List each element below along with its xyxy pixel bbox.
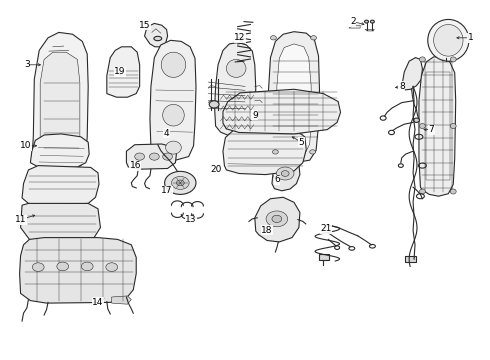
Polygon shape xyxy=(402,58,422,90)
Text: 9: 9 xyxy=(252,111,258,120)
Ellipse shape xyxy=(135,153,145,160)
Polygon shape xyxy=(419,57,456,196)
Ellipse shape xyxy=(419,57,425,62)
Text: 3: 3 xyxy=(24,60,30,69)
Ellipse shape xyxy=(154,36,162,41)
Text: 12: 12 xyxy=(234,33,246,42)
Ellipse shape xyxy=(450,123,456,129)
Ellipse shape xyxy=(226,59,246,77)
Ellipse shape xyxy=(434,24,463,56)
Polygon shape xyxy=(223,126,306,175)
Ellipse shape xyxy=(163,153,172,160)
Ellipse shape xyxy=(365,20,368,23)
Ellipse shape xyxy=(270,36,276,40)
Ellipse shape xyxy=(166,141,181,154)
Text: 4: 4 xyxy=(164,129,170,138)
Polygon shape xyxy=(215,42,256,136)
Ellipse shape xyxy=(161,52,186,77)
Ellipse shape xyxy=(311,36,317,40)
Ellipse shape xyxy=(450,57,456,62)
Ellipse shape xyxy=(276,167,294,180)
Polygon shape xyxy=(223,89,341,134)
Polygon shape xyxy=(49,170,76,176)
Ellipse shape xyxy=(81,262,93,271)
Polygon shape xyxy=(107,47,140,97)
Ellipse shape xyxy=(419,123,425,129)
Text: 17: 17 xyxy=(161,186,172,195)
Text: 5: 5 xyxy=(298,138,304,147)
Polygon shape xyxy=(269,32,319,163)
Ellipse shape xyxy=(272,150,278,154)
Ellipse shape xyxy=(172,176,189,189)
Polygon shape xyxy=(32,32,88,170)
Ellipse shape xyxy=(419,189,425,194)
Text: 13: 13 xyxy=(185,215,197,224)
Text: 20: 20 xyxy=(210,165,221,174)
Text: 1: 1 xyxy=(467,33,473,42)
Ellipse shape xyxy=(310,150,316,154)
Text: 7: 7 xyxy=(428,125,434,134)
Polygon shape xyxy=(272,156,300,191)
Text: 2: 2 xyxy=(350,17,356,26)
Polygon shape xyxy=(40,52,80,163)
Ellipse shape xyxy=(165,171,196,194)
Polygon shape xyxy=(126,144,176,169)
Ellipse shape xyxy=(428,19,469,61)
Ellipse shape xyxy=(57,262,69,271)
Polygon shape xyxy=(30,134,89,168)
Ellipse shape xyxy=(149,153,159,160)
Text: 21: 21 xyxy=(320,224,332,233)
Ellipse shape xyxy=(414,118,419,122)
Text: 14: 14 xyxy=(92,298,104,307)
Polygon shape xyxy=(150,40,196,160)
Text: 10: 10 xyxy=(20,141,31,150)
Polygon shape xyxy=(255,197,300,242)
Ellipse shape xyxy=(209,101,219,108)
Polygon shape xyxy=(20,238,136,303)
Ellipse shape xyxy=(272,215,282,222)
Polygon shape xyxy=(277,44,311,156)
Ellipse shape xyxy=(266,211,288,227)
Polygon shape xyxy=(318,254,329,260)
Polygon shape xyxy=(21,203,100,243)
Polygon shape xyxy=(22,166,99,205)
Text: 15: 15 xyxy=(139,21,151,30)
Text: 16: 16 xyxy=(129,161,141,170)
Polygon shape xyxy=(112,296,131,304)
Ellipse shape xyxy=(176,180,184,186)
Ellipse shape xyxy=(281,171,289,176)
Ellipse shape xyxy=(106,263,118,271)
Polygon shape xyxy=(145,23,168,47)
Polygon shape xyxy=(405,256,416,262)
Text: 8: 8 xyxy=(399,82,405,91)
Polygon shape xyxy=(365,30,374,31)
Text: 19: 19 xyxy=(114,68,126,77)
Ellipse shape xyxy=(450,189,456,194)
Text: 18: 18 xyxy=(261,226,273,235)
Polygon shape xyxy=(349,25,360,28)
Text: 6: 6 xyxy=(274,175,280,184)
Text: 11: 11 xyxy=(15,215,27,224)
Ellipse shape xyxy=(32,263,44,271)
Ellipse shape xyxy=(163,104,184,126)
Ellipse shape xyxy=(370,20,374,23)
